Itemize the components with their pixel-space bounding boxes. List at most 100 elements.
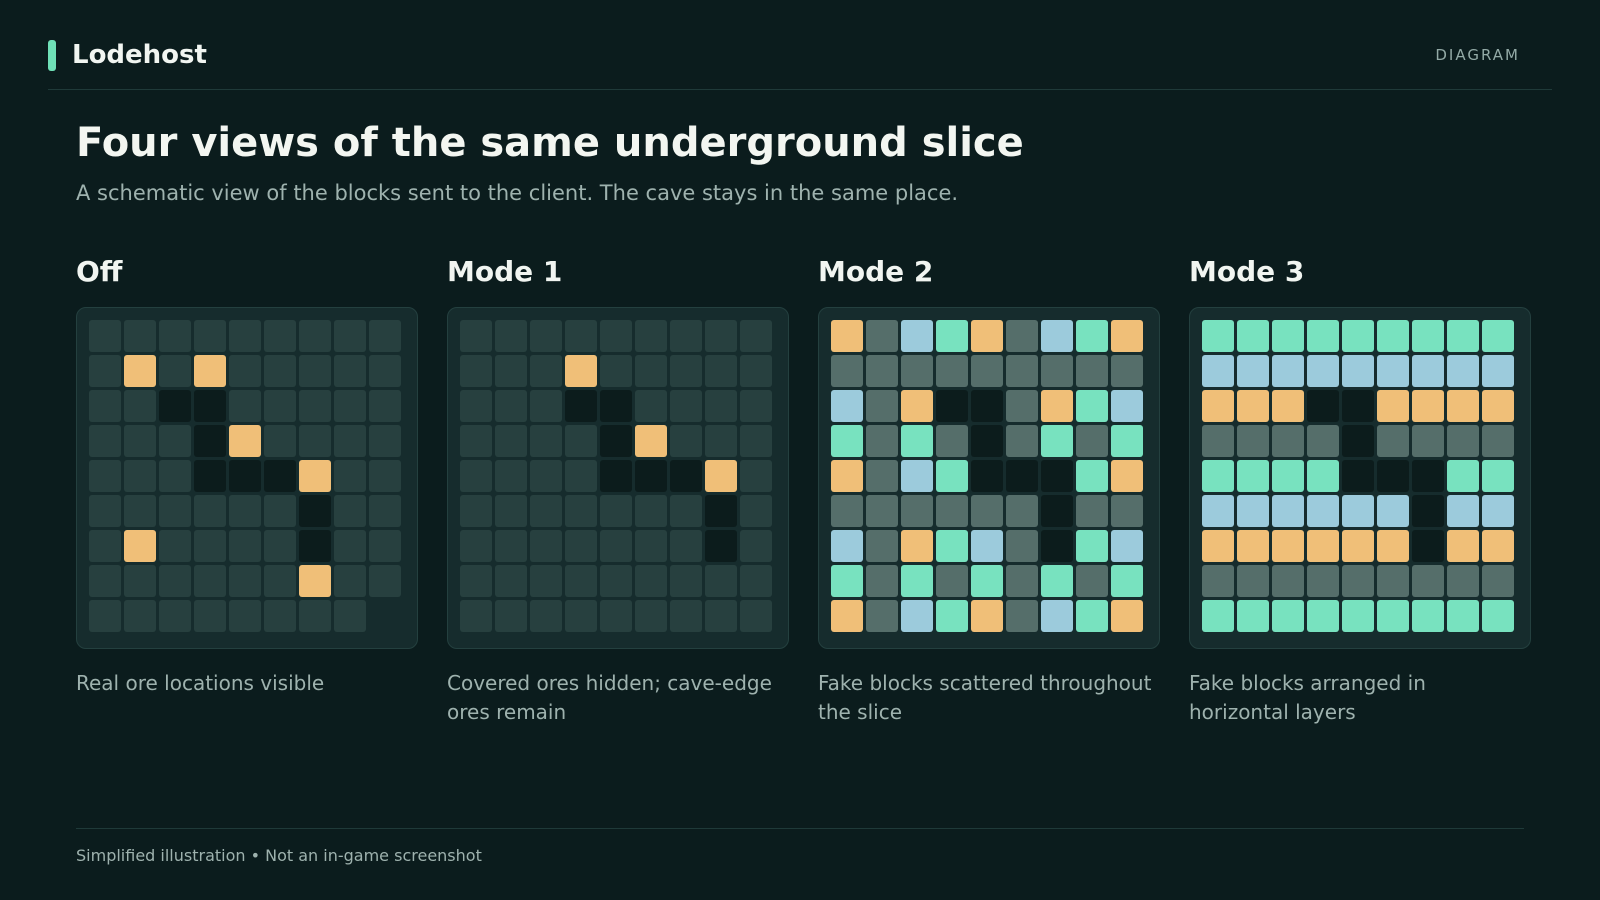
stone-block [124,600,156,632]
stone-block [635,495,667,527]
fake-grey-block [1006,530,1038,562]
stone-block [460,495,492,527]
stone-block [495,460,527,492]
stone-block [460,355,492,387]
stone-block [89,355,121,387]
fake-teal-block [1076,460,1108,492]
fake-grey-block [1342,565,1374,597]
stone-block [124,320,156,352]
stone-block [334,425,366,457]
stone-block [565,530,597,562]
stone-block [369,320,401,352]
stone-block [460,565,492,597]
stone-block [229,530,261,562]
fake-blue-block [1272,355,1304,387]
stone-block [530,600,562,632]
block-grid-mode-3 [1202,320,1514,632]
stone-block [194,320,226,352]
stone-block [89,530,121,562]
diagram-tag: DIAGRAM [1435,46,1520,64]
fake-teal-block [831,565,863,597]
fake-teal-block [1307,460,1339,492]
stone-block [565,320,597,352]
ore-block [1272,530,1304,562]
ore-block [1377,530,1409,562]
stone-block [635,565,667,597]
stone-block [299,390,331,422]
fake-blue-block [1307,495,1339,527]
fake-teal-block [1202,460,1234,492]
cave-air-block [1412,495,1444,527]
stone-block [495,600,527,632]
stone-block [264,600,296,632]
stone-block [600,530,632,562]
stone-block [740,600,772,632]
fake-grey-block [1412,565,1444,597]
fake-grey-block [1006,565,1038,597]
page-subtitle: A schematic view of the blocks sent to t… [76,181,959,205]
stone-block [334,320,366,352]
stone-block [530,460,562,492]
cave-air-block [299,530,331,562]
fake-blue-block [971,530,1003,562]
ore-block [1377,390,1409,422]
stone-block [705,425,737,457]
stone-block [635,390,667,422]
ore-block [1111,460,1143,492]
ore-block [1447,390,1479,422]
stone-block [124,565,156,597]
fake-teal-block [1307,600,1339,632]
fake-blue-block [831,390,863,422]
stone-block [334,390,366,422]
stone-block [124,390,156,422]
stone-block [299,600,331,632]
stone-block [635,355,667,387]
stone-block [460,530,492,562]
stone-block [670,600,702,632]
fake-blue-block [1237,495,1269,527]
fake-grey-block [1237,425,1269,457]
fake-teal-block [1076,390,1108,422]
fake-grey-block [866,355,898,387]
fake-grey-block [971,495,1003,527]
ore-block [901,530,933,562]
stone-block [600,600,632,632]
fake-grey-block [1076,355,1108,387]
cave-air-block [705,530,737,562]
fake-teal-block [1272,600,1304,632]
fake-teal-block [1041,565,1073,597]
stone-block [635,320,667,352]
ore-block [299,460,331,492]
stone-block [740,565,772,597]
fake-grey-block [1006,600,1038,632]
stone-block [334,530,366,562]
brand-name: Lodehost [72,40,207,70]
stone-block [159,530,191,562]
caption-off: Real ore locations visible [76,671,325,695]
fake-teal-block [1307,320,1339,352]
fake-grey-block [1076,495,1108,527]
fake-grey-block [1006,495,1038,527]
stone-block [565,600,597,632]
stone-block [229,390,261,422]
stone-block [460,425,492,457]
header: Lodehost DIAGRAM [48,40,1552,90]
cave-air-block [1412,460,1444,492]
fake-grey-block [866,530,898,562]
stone-block [670,530,702,562]
stone-block [495,565,527,597]
cave-air-block [971,390,1003,422]
fake-blue-block [1412,355,1444,387]
fake-teal-block [1342,600,1374,632]
ore-block [831,320,863,352]
panel-title-mode-2: Mode 2 [818,255,934,288]
ore-block [565,355,597,387]
fake-teal-block [1482,600,1514,632]
stone-block [600,565,632,597]
stone-block [194,565,226,597]
stone-block [740,355,772,387]
stone-block [369,460,401,492]
ore-block [901,390,933,422]
fake-blue-block [1482,495,1514,527]
fake-grey-block [971,355,1003,387]
